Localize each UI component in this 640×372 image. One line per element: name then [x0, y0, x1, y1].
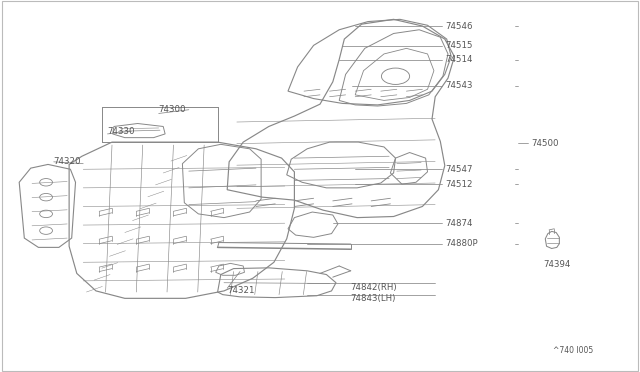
Text: 74514: 74514: [445, 55, 472, 64]
Text: 74394: 74394: [543, 260, 570, 269]
Text: 74321: 74321: [227, 286, 255, 295]
Text: 74843(LH): 74843(LH): [351, 294, 396, 303]
Text: 74547: 74547: [445, 165, 472, 174]
Text: 74874: 74874: [445, 219, 472, 228]
Text: 74300: 74300: [159, 105, 186, 114]
Text: ^740 l005: ^740 l005: [553, 346, 593, 355]
Text: 74880P: 74880P: [445, 239, 477, 248]
Text: 74842(RH): 74842(RH): [351, 283, 397, 292]
Text: 74546: 74546: [445, 22, 472, 31]
Text: 74320: 74320: [54, 157, 81, 166]
Text: 74330: 74330: [108, 127, 135, 136]
Text: 74512: 74512: [445, 180, 472, 189]
Text: 74543: 74543: [445, 81, 472, 90]
Text: 74500: 74500: [531, 139, 559, 148]
Text: 74515: 74515: [445, 41, 472, 50]
